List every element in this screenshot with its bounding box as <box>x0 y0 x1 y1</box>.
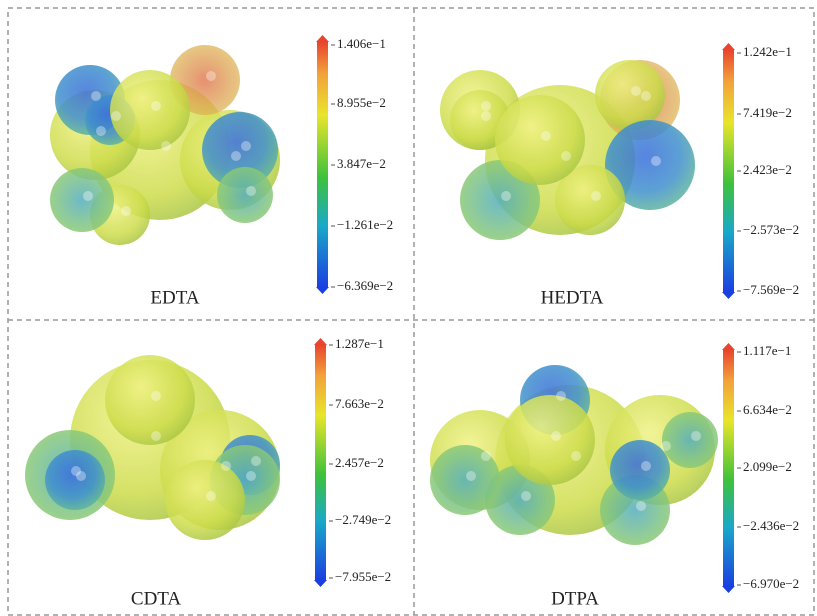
atom <box>246 186 256 196</box>
panel: 1.287e−1 7.663e−2 2.457e−2 −2.749e−2 −7.955e… <box>25 336 391 609</box>
colorbar-tick-label: −2.749e−2 <box>335 512 391 527</box>
atom <box>651 156 661 166</box>
atom <box>641 461 651 471</box>
surface-lobe <box>610 440 670 500</box>
colorbar <box>317 42 328 287</box>
colorbar-tick-label: −7.569e−2 <box>743 282 799 297</box>
colorbar-tick-label: 6.634e−2 <box>743 402 792 417</box>
colorbar <box>723 350 734 586</box>
atom <box>151 101 161 111</box>
atom <box>246 471 256 481</box>
atom <box>206 71 216 81</box>
atom <box>541 131 551 141</box>
panel-label: EDTA <box>150 287 199 308</box>
atom <box>591 191 601 201</box>
atom <box>111 111 121 121</box>
atom <box>641 91 651 101</box>
atom <box>501 191 511 201</box>
atom <box>481 451 491 461</box>
atom <box>206 491 216 501</box>
atom <box>571 451 581 461</box>
atom <box>481 111 491 121</box>
atom <box>481 101 491 111</box>
atom <box>691 431 701 441</box>
atom <box>76 471 86 481</box>
colorbar-tick-label: −2.573e−2 <box>743 222 799 237</box>
colorbar-top-cap <box>314 338 327 345</box>
surface-lobe <box>662 412 718 468</box>
molecule-surface <box>440 60 695 240</box>
atom <box>466 471 476 481</box>
atom <box>221 461 231 471</box>
atom <box>556 391 566 401</box>
surface-lobe <box>105 355 195 445</box>
colorbar-tick-label: 1.242e−1 <box>743 44 792 59</box>
atom <box>91 91 101 101</box>
colorbar-tick-label: 1.287e−1 <box>335 336 384 351</box>
atom <box>661 441 671 451</box>
atom <box>241 141 251 151</box>
panel-label: DTPA <box>551 588 599 609</box>
colorbar-tick-label: −6.970e−2 <box>743 576 799 591</box>
surface-lobe <box>165 460 245 540</box>
atom <box>551 431 561 441</box>
colorbar-top-cap <box>722 43 735 50</box>
colorbar-bottom-cap <box>722 292 735 299</box>
surface-lobe <box>110 70 190 150</box>
atom <box>631 86 641 96</box>
surface-lobe <box>595 60 665 130</box>
atom <box>151 431 161 441</box>
atom <box>231 151 241 161</box>
atom <box>96 126 106 136</box>
colorbar-tick-label: 1.117e−1 <box>743 343 791 358</box>
molecule-surface <box>25 355 280 540</box>
molecule-surface <box>50 45 280 245</box>
atom <box>251 456 261 466</box>
colorbar-tick-label: −1.261e−2 <box>337 217 393 232</box>
panel-label: HEDTA <box>541 287 604 308</box>
molecule-surface <box>430 365 718 545</box>
atom <box>521 491 531 501</box>
atom <box>151 391 161 401</box>
colorbar <box>723 50 734 292</box>
colorbar-tick-label: 2.099e−2 <box>743 459 792 474</box>
colorbar-bottom-cap <box>316 287 329 294</box>
surface-lobe <box>495 95 585 185</box>
colorbar-tick-label: 2.423e−2 <box>743 162 792 177</box>
atom <box>561 151 571 161</box>
atom <box>161 141 171 151</box>
colorbar-tick-label: 1.406e−1 <box>337 36 386 51</box>
surface-lobe <box>50 168 114 232</box>
surface-lobe <box>45 450 105 510</box>
surface-lobe <box>505 395 595 485</box>
colorbar-top-cap <box>316 35 329 42</box>
colorbar-tick-label: −6.369e−2 <box>337 278 393 293</box>
atom <box>83 191 93 201</box>
colorbar-tick-label: −2.436e−2 <box>743 518 799 533</box>
colorbar-bottom-cap <box>722 586 735 593</box>
panel: 1.117e−1 6.634e−2 2.099e−2 −2.436e−2 −6.970e… <box>430 343 799 609</box>
colorbar-tick-label: 7.419e−2 <box>743 105 792 120</box>
colorbar-bottom-cap <box>314 580 327 587</box>
figure: 1.406e−1 8.955e−2 3.847e−2 −1.261e−2 −6.369e… <box>0 0 817 616</box>
colorbar-tick-label: 2.457e−2 <box>335 455 384 470</box>
colorbar-tick-label: −7.955e−2 <box>335 569 391 584</box>
surface-lobe <box>217 167 273 223</box>
panel-label: CDTA <box>131 588 181 609</box>
colorbar-top-cap <box>722 343 735 350</box>
colorbar-tick-label: 3.847e−2 <box>337 156 386 171</box>
atom <box>636 501 646 511</box>
panel: 1.242e−1 7.419e−2 2.423e−2 −2.573e−2 −7.569e… <box>440 43 799 308</box>
colorbar-tick-label: 7.663e−2 <box>335 396 384 411</box>
colorbar <box>315 345 326 580</box>
atom <box>121 206 131 216</box>
panel: 1.406e−1 8.955e−2 3.847e−2 −1.261e−2 −6.369e… <box>50 35 393 308</box>
colorbar-tick-label: 8.955e−2 <box>337 95 386 110</box>
